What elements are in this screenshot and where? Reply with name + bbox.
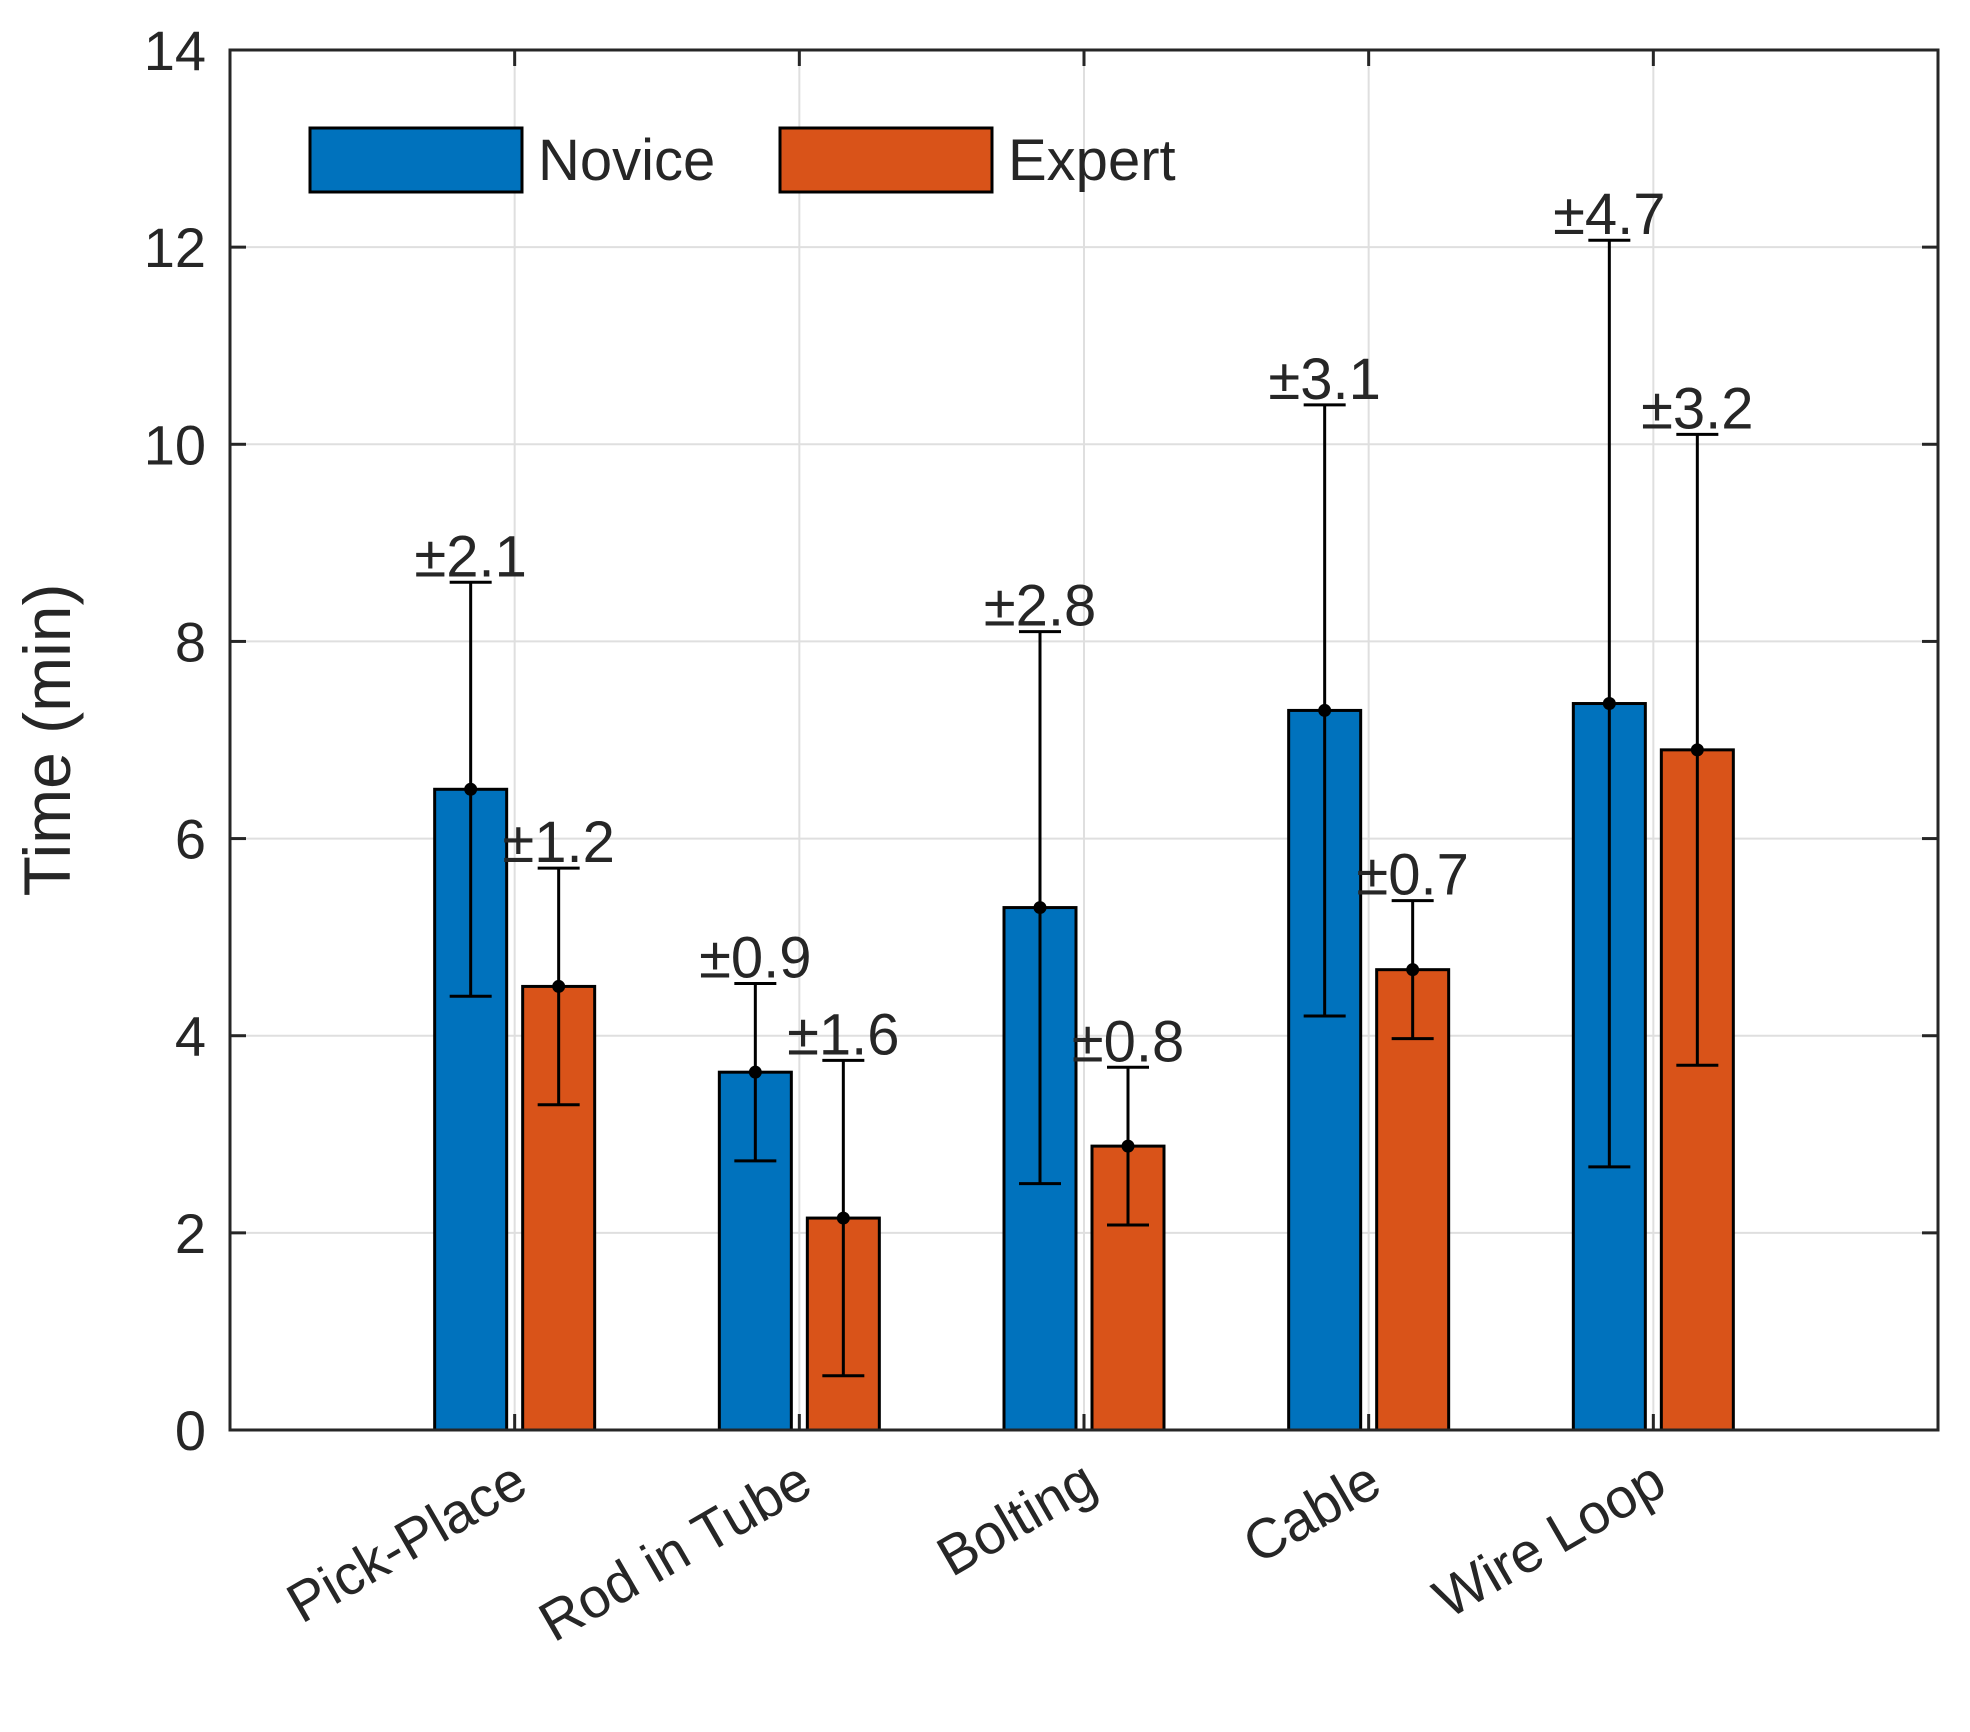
mean-marker: [1121, 1139, 1135, 1153]
mean-marker: [1602, 697, 1616, 711]
error-label: ±0.9: [699, 925, 811, 990]
bar-novice: [433, 787, 509, 1432]
y-tick-label: 0: [175, 1399, 206, 1462]
error-label: ±1.2: [502, 810, 614, 875]
mean-marker: [836, 1211, 850, 1225]
mean-marker: [1406, 963, 1420, 977]
error-label: ±3.2: [1641, 376, 1753, 441]
mean-marker: [1318, 703, 1332, 717]
x-tick-label: Wire Loop: [1423, 1448, 1676, 1630]
labels: ±2.1 ±0.9 ±2.8 ±3.1 ±4.7 ±1.2 ±1.6 ±0.8 ±0.7 ±3.2…: [10, 19, 1754, 1653]
legend-label-expert: Expert: [1008, 128, 1176, 193]
x-tick-label: Bolting: [926, 1448, 1106, 1588]
mean-marker: [552, 979, 566, 993]
y-tick-label: 12: [144, 216, 206, 279]
y-tick-label: 4: [175, 1005, 206, 1068]
grid: [230, 49, 1938, 1431]
error-label: ±0.7: [1356, 843, 1468, 908]
error-label: ±1.6: [787, 1002, 899, 1067]
mean-marker: [748, 1065, 762, 1079]
legend-label-novice: Novice: [538, 128, 715, 193]
bars: [433, 238, 1735, 1432]
y-tick-label: 14: [144, 19, 206, 82]
legend-swatch-expert: [778, 126, 994, 194]
error-label: ±3.1: [1268, 347, 1380, 412]
axes: [228, 48, 1940, 1432]
error-label: ±2.1: [414, 524, 526, 589]
y-tick-label: 10: [144, 413, 206, 476]
y-tick-label: 6: [175, 808, 206, 871]
error-label: ±2.8: [984, 574, 1096, 639]
mean-marker: [464, 782, 478, 796]
x-tick-label: Pick-Place: [276, 1448, 537, 1635]
x-tick-label: Rod in Tube: [528, 1448, 821, 1654]
mean-marker: [1690, 743, 1704, 757]
error-label: ±4.7: [1553, 182, 1665, 247]
y-tick-label: 2: [175, 1202, 206, 1265]
error-label: ±0.8: [1072, 1009, 1184, 1074]
y-tick-label: 8: [175, 610, 206, 673]
legend-swatch-novice: [308, 126, 524, 194]
y-axis-label: Time (min): [10, 584, 84, 897]
x-tick-label: Cable: [1232, 1448, 1390, 1576]
mean-marker: [1033, 901, 1047, 915]
legend: Novice Expert: [308, 126, 1176, 194]
